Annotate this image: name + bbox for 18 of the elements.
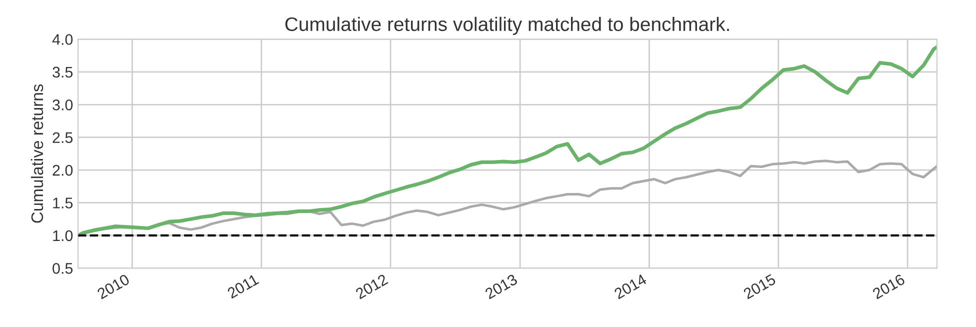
y-tick-label: 1.5 xyxy=(53,198,73,208)
y-tick-label: 0.5 xyxy=(52,263,73,274)
y-tick-label: 2.5 xyxy=(52,132,73,144)
y-tick-label: 2.0 xyxy=(52,164,73,176)
x-tick-label: 2012 xyxy=(354,274,388,300)
x-tick-label: 2014 xyxy=(614,274,648,300)
x-tick-label: 2015 xyxy=(742,274,776,300)
x-tick-label: 2016 xyxy=(872,274,906,300)
y-axis-title: Cumulative returns xyxy=(30,84,44,223)
x-tick-label: 2011 xyxy=(226,274,260,299)
y-tick-label: 3.5 xyxy=(52,66,73,78)
line-series xyxy=(78,45,937,238)
y-tick-label: 4.0 xyxy=(52,34,73,45)
x-tick-label: 2013 xyxy=(484,274,518,300)
y-tick-label: 1.0 xyxy=(53,230,73,242)
chart-title: Cumulative returns volatility matched to benchmark. xyxy=(285,16,729,35)
y-tick-label: 3.0 xyxy=(52,100,73,110)
x-tick-label: 2010 xyxy=(96,274,130,300)
